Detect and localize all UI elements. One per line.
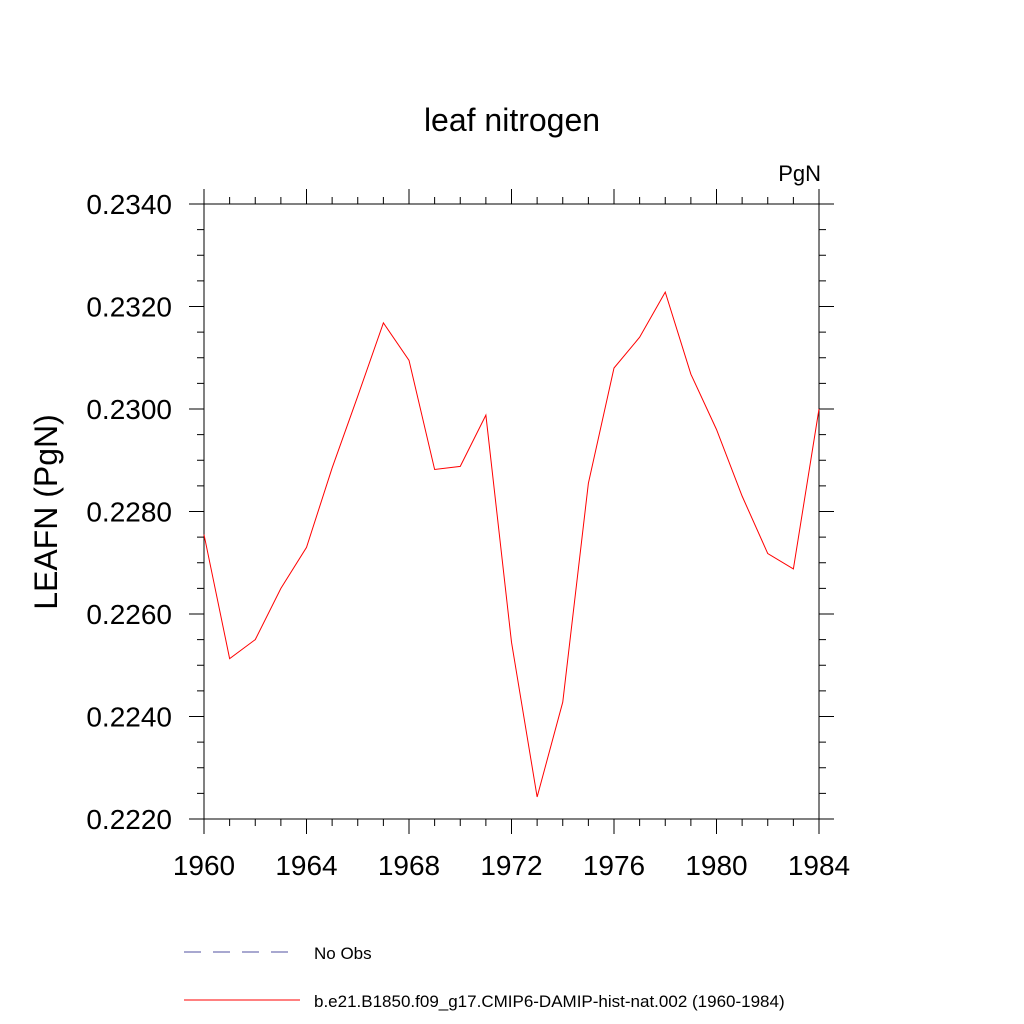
y-tick-label: 0.2340 <box>86 189 172 220</box>
x-tick-label: 1984 <box>788 850 850 881</box>
units-label: PgN <box>778 161 821 186</box>
x-tick-label: 1960 <box>173 850 235 881</box>
y-tick-label: 0.2220 <box>86 804 172 835</box>
y-axis-label: LEAFN (PgN) <box>28 414 64 610</box>
y-tick-label: 0.2300 <box>86 394 172 425</box>
series-layer <box>203 290 820 798</box>
x-tick-label: 1976 <box>583 850 645 881</box>
legend-label-1: b.e21.B1850.f09_g17.CMIP6-DAMIP-hist-nat… <box>314 992 785 1011</box>
legend-label-0: No Obs <box>314 944 372 963</box>
x-tick-label: 1980 <box>685 850 747 881</box>
x-tick-label: 1972 <box>480 850 542 881</box>
y-axis-ticks: 0.2220 0.2240 0.2260 0.2280 0.2300 0.2320 0.23… <box>86 189 834 835</box>
x-tick-label: 1964 <box>275 850 337 881</box>
chart-title: leaf nitrogen <box>424 102 600 138</box>
legend: No Obs b.e21.B1850.f09_g17.CMIP6-DAMIP-hi… <box>184 944 785 1011</box>
series-line-0 <box>203 290 820 798</box>
y-tick-label: 0.2280 <box>86 497 172 528</box>
y-tick-label: 0.2240 <box>86 702 172 733</box>
x-tick-label: 1968 <box>378 850 440 881</box>
y-tick-label: 0.2320 <box>86 292 172 323</box>
y-tick-label: 0.2260 <box>86 599 172 630</box>
x-axis-ticks: 1960 1964 1968 1972 1976 1980 1984 <box>173 189 850 881</box>
plot-frame <box>203 203 820 820</box>
